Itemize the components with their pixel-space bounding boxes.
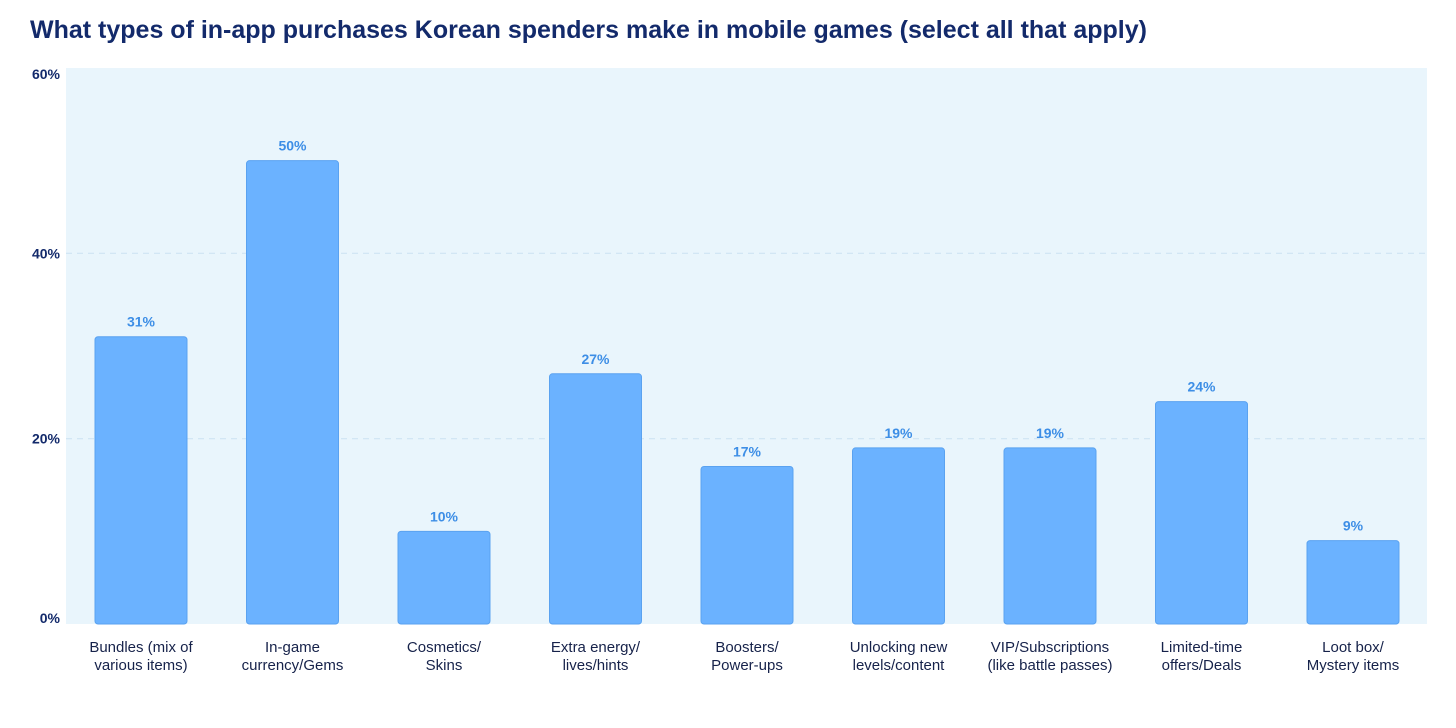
x-tick-label: VIP/Subscriptions (like battle passes) bbox=[987, 639, 1112, 674]
data-label: 27% bbox=[581, 351, 610, 367]
data-labels: 31% 50% 10% 27% 17% 19% 19% 24% 9% bbox=[127, 138, 1364, 534]
bar bbox=[852, 447, 945, 625]
bar bbox=[397, 530, 491, 625]
y-tick-label: 0% bbox=[40, 610, 61, 626]
data-label: 17% bbox=[733, 443, 762, 459]
y-axis: 0% 20% 40% 60% bbox=[32, 66, 61, 626]
data-label: 24% bbox=[1187, 379, 1216, 395]
x-tick-label: Extra energy/lives/hints bbox=[551, 639, 641, 674]
data-label: 19% bbox=[884, 425, 913, 441]
y-tick-label: 20% bbox=[32, 431, 61, 447]
y-tick-label: 60% bbox=[32, 66, 61, 82]
bar bbox=[549, 373, 642, 625]
data-label: 50% bbox=[278, 138, 307, 154]
x-tick-label: Cosmetics/Skins bbox=[407, 639, 482, 674]
bar bbox=[246, 160, 339, 625]
bar bbox=[1003, 447, 1097, 625]
bar bbox=[700, 465, 794, 625]
data-label: 9% bbox=[1343, 518, 1364, 534]
x-tick-label: Boosters/Power-ups bbox=[711, 639, 783, 674]
bar bbox=[94, 336, 188, 625]
x-tick-label: Bundles (mix of various items) bbox=[89, 639, 193, 674]
x-axis: Bundles (mix of various items) In-game curr… bbox=[89, 639, 1399, 674]
bar bbox=[1306, 540, 1400, 625]
bars bbox=[94, 160, 1400, 625]
x-tick-label: In-game currency/Gems bbox=[242, 639, 344, 674]
chart-title: What types of in-app purchases Korean sp… bbox=[30, 16, 1147, 44]
bar bbox=[1155, 401, 1248, 625]
data-label: 19% bbox=[1036, 425, 1065, 441]
x-tick-label: Limited-time offers/Deals bbox=[1161, 639, 1243, 674]
data-label: 10% bbox=[430, 508, 459, 524]
y-tick-label: 40% bbox=[32, 245, 61, 261]
x-tick-label: Loot box/Mystery items bbox=[1307, 639, 1400, 674]
data-label: 31% bbox=[127, 314, 156, 330]
x-tick-label: Unlocking new levels/content bbox=[850, 639, 948, 674]
